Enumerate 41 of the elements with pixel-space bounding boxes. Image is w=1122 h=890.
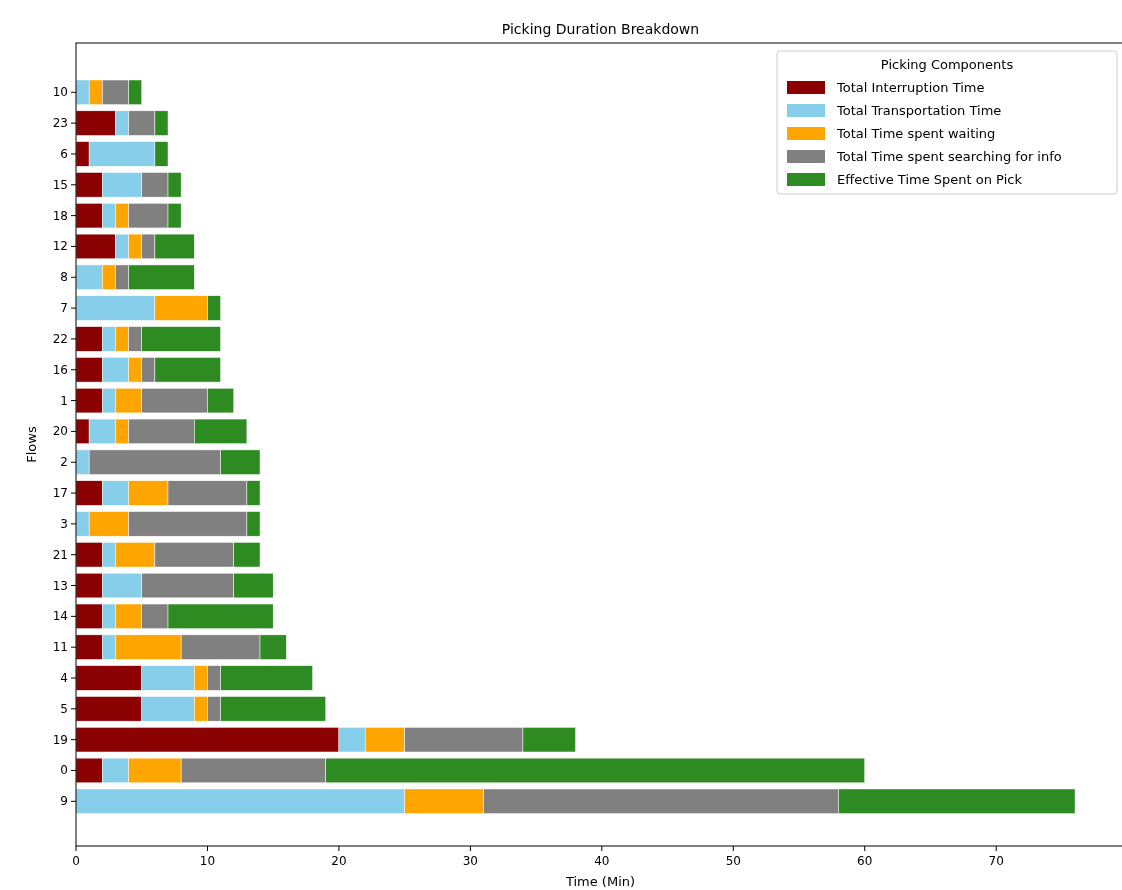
y-tick-label: 19	[52, 732, 68, 747]
x-tick-label: 70	[988, 854, 1004, 868]
y-tick-label: 3	[60, 516, 68, 531]
x-axis-title: Time (Min)	[564, 874, 636, 889]
x-tick-label: 40	[594, 854, 610, 868]
y-tick-label: 4	[60, 671, 68, 685]
legend-label: Total Time spent searching for info	[836, 149, 1062, 164]
y-tick-label: 5	[60, 701, 68, 716]
y-tick-label: 2	[60, 455, 68, 470]
y-tick-label: 21	[52, 547, 68, 562]
chart-title: Picking Duration Breakdown	[501, 21, 700, 37]
legend-label: Total Time spent waiting	[836, 126, 996, 141]
legend-title: Picking Components	[880, 57, 1014, 72]
y-tick-label: 0	[60, 763, 68, 778]
y-tick-label: 14	[52, 609, 68, 624]
y-tick-label: 7	[60, 301, 68, 316]
legend-label: Total Transportation Time	[836, 103, 1002, 118]
y-axis-title: Flows	[24, 426, 39, 463]
y-tick-label: 20	[52, 424, 68, 439]
legend-label: Effective Time Spent on Pick	[837, 172, 1023, 187]
x-tick-label: 30	[462, 854, 478, 868]
y-tick-label: 6	[60, 146, 68, 161]
y-tick-label: 18	[52, 208, 68, 223]
y-tick-label: 13	[52, 578, 68, 593]
x-tick-label: 10	[199, 854, 216, 868]
y-tick-label: 9	[60, 794, 68, 809]
x-tick-label: 60	[857, 854, 873, 868]
y-tick-label: 17	[52, 486, 68, 501]
y-tick-label: 23	[52, 116, 68, 131]
x-tick-label: 50	[725, 854, 741, 868]
y-tick-label: 22	[52, 331, 68, 346]
y-tick-label: 12	[52, 239, 68, 254]
y-tick-label: 15	[52, 177, 68, 192]
legend-label: Total Interruption Time	[836, 80, 985, 95]
x-tick-label: 0	[72, 854, 80, 868]
y-tick-label: 16	[52, 362, 68, 377]
y-tick-label: 10	[52, 85, 68, 100]
y-tick-label: 8	[60, 270, 68, 285]
x-tick-label: 20	[331, 854, 347, 868]
y-tick-label: 11	[52, 640, 68, 655]
y-tick-label: 1	[60, 393, 68, 408]
